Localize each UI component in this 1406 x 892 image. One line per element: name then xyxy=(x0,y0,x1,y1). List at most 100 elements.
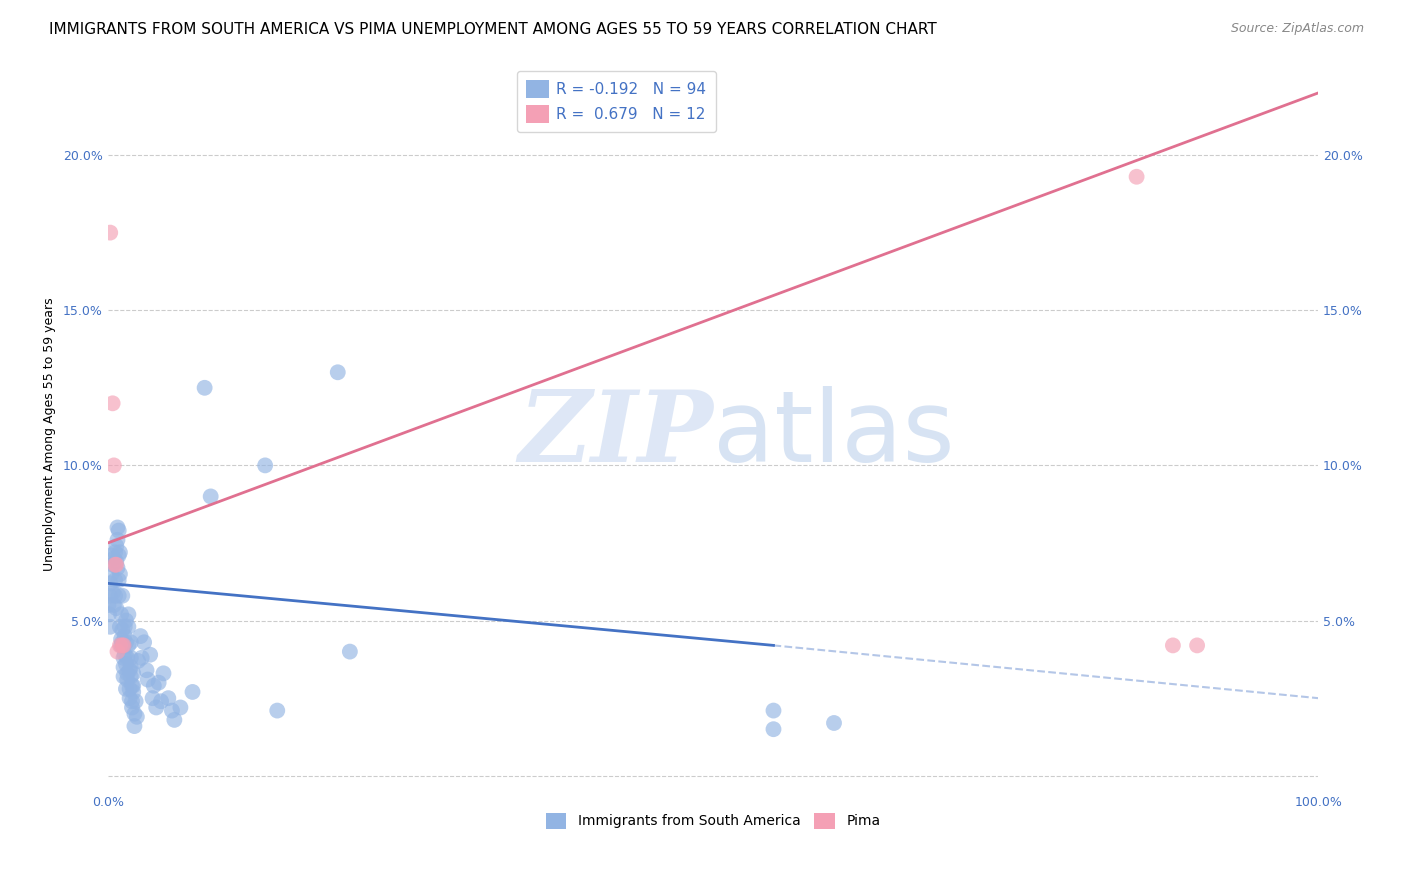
Point xyxy=(112,669,135,683)
Point xyxy=(112,639,135,653)
Text: atlas: atlas xyxy=(713,386,955,483)
Point xyxy=(111,639,134,653)
Point xyxy=(117,639,139,653)
Point xyxy=(97,598,120,612)
Point xyxy=(101,585,124,599)
Point xyxy=(121,700,143,714)
Point xyxy=(132,635,155,649)
Point xyxy=(114,648,136,662)
Point xyxy=(150,694,173,708)
Point xyxy=(121,679,143,693)
Point xyxy=(98,576,121,591)
Point xyxy=(124,694,146,708)
Point xyxy=(127,654,149,668)
Point xyxy=(103,551,125,566)
Point xyxy=(139,648,162,662)
Point xyxy=(1161,639,1184,653)
Point xyxy=(108,620,131,634)
Text: ZIP: ZIP xyxy=(517,386,713,483)
Point xyxy=(118,681,141,696)
Point xyxy=(101,558,124,572)
Point xyxy=(100,549,122,563)
Point xyxy=(112,639,135,653)
Point xyxy=(107,589,129,603)
Point xyxy=(148,675,170,690)
Point xyxy=(105,601,128,615)
Point xyxy=(122,685,145,699)
Point xyxy=(114,629,136,643)
Point xyxy=(104,589,127,603)
Point xyxy=(122,666,145,681)
Point xyxy=(105,555,128,569)
Point xyxy=(1125,169,1147,184)
Point xyxy=(98,620,121,634)
Point xyxy=(107,573,129,587)
Point xyxy=(110,632,132,647)
Point xyxy=(108,567,131,582)
Point xyxy=(105,539,128,553)
Point xyxy=(124,706,146,721)
Point xyxy=(103,598,125,612)
Point xyxy=(117,607,139,622)
Point xyxy=(114,620,136,634)
Point xyxy=(194,381,217,395)
Point xyxy=(120,660,142,674)
Point xyxy=(101,396,124,410)
Text: Source: ZipAtlas.com: Source: ZipAtlas.com xyxy=(1230,22,1364,36)
Text: IMMIGRANTS FROM SOUTH AMERICA VS PIMA UNEMPLOYMENT AMONG AGES 55 TO 59 YEARS COR: IMMIGRANTS FROM SOUTH AMERICA VS PIMA UN… xyxy=(49,22,936,37)
Point xyxy=(100,567,122,582)
Legend: Immigrants from South America, Pima: Immigrants from South America, Pima xyxy=(540,807,886,834)
Point xyxy=(160,704,183,718)
Y-axis label: Unemployment Among Ages 55 to 59 years: Unemployment Among Ages 55 to 59 years xyxy=(44,298,56,571)
Point xyxy=(142,679,165,693)
Point xyxy=(112,660,135,674)
Point xyxy=(111,635,134,649)
Point xyxy=(339,644,361,658)
Point xyxy=(120,669,142,683)
Point xyxy=(108,639,131,653)
Point xyxy=(108,545,131,559)
Point xyxy=(103,458,125,473)
Point xyxy=(129,629,152,643)
Point xyxy=(120,635,142,649)
Point xyxy=(117,620,139,634)
Point xyxy=(107,524,129,538)
Point xyxy=(104,573,127,587)
Point xyxy=(107,561,129,575)
Point xyxy=(104,545,127,559)
Point xyxy=(98,589,121,603)
Point xyxy=(111,589,134,603)
Point xyxy=(823,716,845,731)
Point xyxy=(122,679,145,693)
Point xyxy=(115,657,138,671)
Point xyxy=(181,685,204,699)
Point xyxy=(121,694,143,708)
Point xyxy=(163,713,186,727)
Point xyxy=(762,722,785,736)
Point xyxy=(110,607,132,622)
Point xyxy=(118,691,141,706)
Point xyxy=(104,558,127,572)
Point xyxy=(105,558,128,572)
Point xyxy=(124,719,146,733)
Point xyxy=(98,226,121,240)
Point xyxy=(1185,639,1208,653)
Point xyxy=(107,644,129,658)
Point xyxy=(98,607,121,622)
Point xyxy=(115,614,138,628)
Point xyxy=(118,663,141,677)
Point xyxy=(762,704,785,718)
Point xyxy=(107,520,129,534)
Point xyxy=(112,650,135,665)
Point xyxy=(169,700,191,714)
Point xyxy=(135,663,157,677)
Point xyxy=(115,673,138,687)
Point xyxy=(131,650,153,665)
Point xyxy=(136,673,159,687)
Point xyxy=(115,650,138,665)
Point xyxy=(200,490,222,504)
Point xyxy=(266,704,288,718)
Point xyxy=(142,691,165,706)
Point xyxy=(125,710,148,724)
Point xyxy=(115,666,138,681)
